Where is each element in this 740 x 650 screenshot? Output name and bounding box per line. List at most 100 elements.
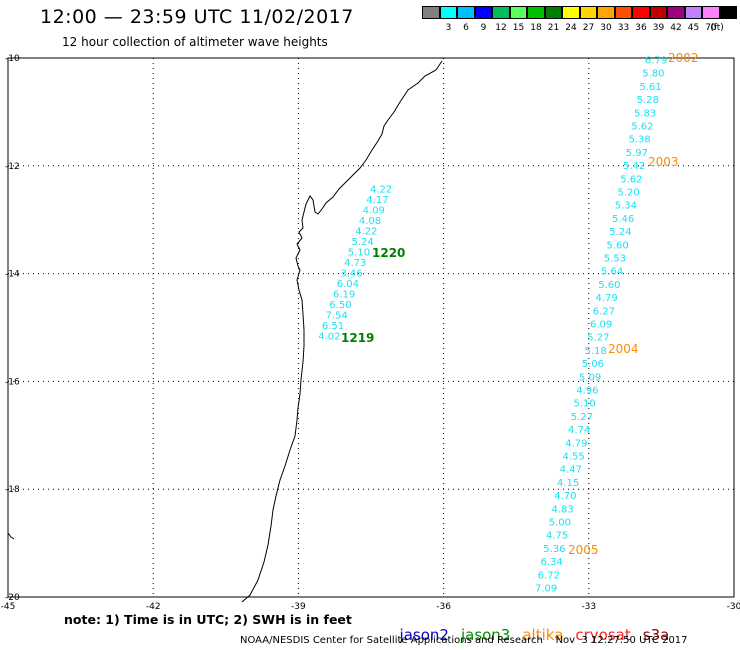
pass-number-label: 2003: [648, 155, 679, 169]
swh-value: 4.02: [318, 332, 340, 343]
swh-value: 4.47: [560, 465, 582, 476]
swh-value: 5.27: [587, 333, 609, 344]
swh-value: 5.24: [352, 237, 374, 248]
map-subtitle: 12 hour collection of altimeter wave hei…: [62, 35, 328, 49]
swh-value: 4.22: [370, 185, 392, 196]
swh-value: 6.27: [593, 306, 615, 317]
pass-number-label: 2004: [608, 342, 639, 356]
colorbar-swatch: [509, 6, 527, 19]
swh-value: 5.10: [348, 248, 370, 259]
colorbar-label: 9: [480, 23, 487, 33]
longitude-label: -42: [146, 602, 161, 612]
colorbar-label: 36: [635, 23, 647, 33]
colorbar-swatch: [579, 6, 597, 19]
colorbar-swatch: [684, 6, 702, 19]
colorbar-swatch: [474, 6, 492, 19]
colorbar-swatch: [492, 6, 510, 19]
swh-value: 5.53: [604, 254, 626, 265]
swh-value: 4.73: [344, 258, 366, 269]
swh-value: 5.27: [571, 412, 593, 423]
longitude-label: -36: [436, 602, 451, 612]
colorbar-swatch: [457, 6, 475, 19]
swh-value: 5.80: [642, 69, 664, 80]
swh-value: 5.62: [631, 122, 653, 133]
swh-value: 5.60: [598, 280, 620, 291]
swh-value: 5.20: [618, 188, 640, 199]
colorbar-label: 24: [565, 23, 577, 33]
swh-value: 5.10: [574, 399, 596, 410]
swh-value: 5.42: [623, 161, 645, 172]
colorbar-label: 27: [582, 23, 595, 33]
colorbar-unit: (ft): [710, 23, 724, 33]
swh-value: 6.79: [645, 56, 667, 67]
colorbar-swatch: [597, 6, 615, 19]
colorbar-label: 3: [445, 23, 452, 33]
units-note: note: 1) Time is in UTC; 2) SWH is in fe…: [64, 612, 352, 627]
swh-value: 5.61: [640, 82, 662, 93]
latitude-label: -14: [5, 270, 20, 280]
swh-value: 5.60: [607, 240, 629, 251]
colorbar-label: 21: [547, 23, 560, 33]
swh-value: 6.50: [329, 300, 351, 311]
swh-value: 4.55: [563, 452, 585, 463]
island-mark: [7, 532, 15, 540]
pass-number-label: 1219: [341, 331, 374, 345]
colorbar-swatch: [527, 6, 545, 19]
colorbar-label: 30: [600, 23, 612, 33]
swh-value: 6.04: [337, 279, 359, 290]
colorbar-label: 15: [512, 23, 525, 33]
colorbar-swatch: [649, 6, 667, 19]
swh-value: 6.72: [538, 570, 560, 581]
swh-value: 4.15: [557, 478, 579, 489]
swh-value: 7.54: [326, 311, 348, 322]
swh-value: 5.46: [612, 214, 634, 225]
longitude-label: -30: [727, 602, 740, 612]
colorbar-swatch: [719, 6, 737, 19]
sat-jason3: jason3: [460, 626, 511, 644]
satellite-legend: jason2 jason3 altika cryosat s3a: [390, 608, 681, 644]
swh-value: 4.74: [568, 425, 590, 436]
colorbar-swatch: [667, 6, 685, 19]
sat-altika: altika: [522, 626, 564, 644]
colorbar-swatch: [562, 6, 580, 19]
longitude-label: -45: [1, 602, 16, 612]
colorbar-swatch: [702, 6, 720, 19]
colorbar-swatch: [614, 6, 632, 19]
swh-value: 5.38: [629, 135, 651, 146]
latitude-label: -10: [5, 54, 20, 64]
latitude-label: -12: [5, 162, 20, 172]
map-title: 12:00 — 23:59 UTC 11/02/2017: [40, 6, 354, 28]
swh-observations: 4.224.174.094.084.225.245.104.733.466.04…: [318, 56, 667, 595]
swh-value: 7.09: [535, 584, 557, 595]
swh-value: 4.17: [366, 195, 388, 206]
credit-footer: NOAA/NESDIS Center for Satellite Applica…: [240, 635, 688, 646]
swh-value: 4.79: [565, 438, 587, 449]
swh-value: 6.51: [322, 321, 344, 332]
colorbar-label: 6: [463, 23, 469, 33]
colorbar-label: 39: [652, 23, 665, 33]
pass-number-label: 2002: [668, 51, 699, 65]
brazil-coastline: [241, 60, 443, 603]
swh-value: 4.75: [546, 531, 568, 542]
pass-number-label: 2005: [568, 543, 599, 557]
pass-labels: 1220 1219 2002 2003 2004 2005: [341, 51, 699, 557]
sat-s3a: s3a: [642, 626, 670, 644]
colorbar-label: 45: [687, 23, 700, 33]
colorbar-label: 33: [617, 23, 630, 33]
swh-value: 5.97: [626, 148, 648, 159]
colorbar-swatch: [439, 6, 457, 19]
swh-value: 4.79: [596, 293, 618, 304]
colorbar-label: 12: [495, 23, 507, 33]
swh-value: 5.24: [609, 227, 631, 238]
swh-value: 3.46: [340, 269, 362, 280]
map-frame: [7, 57, 735, 598]
colorbar-label: 18: [530, 23, 542, 33]
swh-value: 4.08: [359, 216, 381, 227]
latitude-label: -18: [5, 485, 20, 495]
graticule: -45 -42 -39 -36 -33 -30 -10 -12 -14 -16 -18 -20: [1, 54, 740, 612]
swh-value: 4.96: [576, 386, 598, 397]
swh-value: 5.62: [620, 174, 642, 185]
swh-value: 5.28: [637, 95, 659, 106]
sat-cryosat: cryosat: [575, 626, 631, 644]
